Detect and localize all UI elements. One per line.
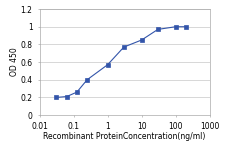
X-axis label: Recombinant ProteinConcentration(ng/ml): Recombinant ProteinConcentration(ng/ml)	[43, 132, 206, 141]
Y-axis label: OD 450: OD 450	[10, 48, 19, 76]
